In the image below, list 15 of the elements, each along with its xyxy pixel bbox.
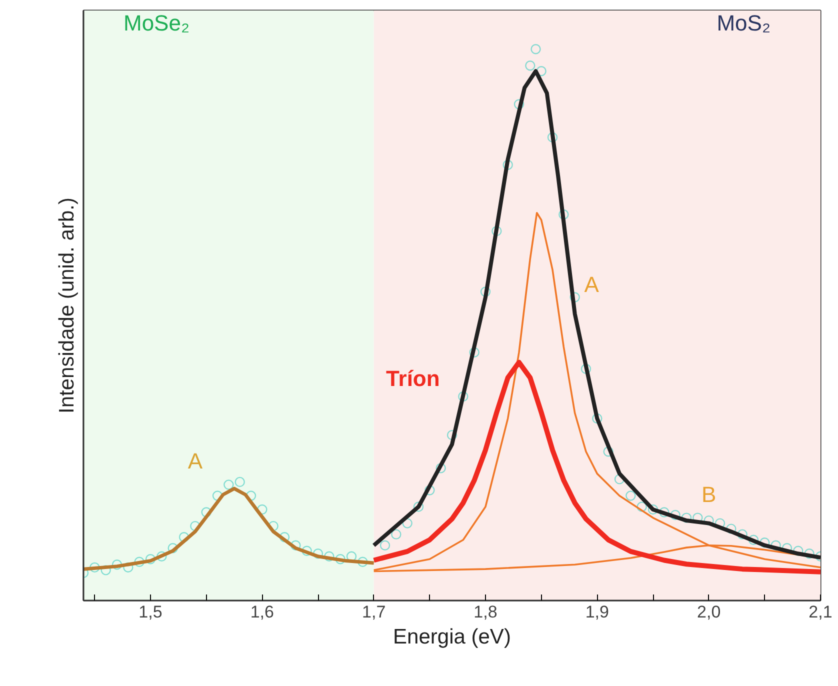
x-tick-label: 1,8 — [474, 602, 498, 622]
band-label: MoS₂ — [716, 10, 771, 36]
annotation: Tríon — [386, 366, 440, 391]
x-tick-label: 1,9 — [585, 602, 609, 622]
annotation: A — [584, 272, 600, 298]
x-tick-label: 2,0 — [697, 602, 721, 622]
x-tick-label: 2,1 — [808, 602, 832, 622]
x-tick-label: 1,5 — [138, 602, 162, 622]
annotation: A — [188, 448, 203, 474]
x-axis-title: Energia (eV) — [393, 626, 511, 648]
x-tick-label: 1,6 — [250, 602, 274, 622]
annotation: B — [701, 482, 716, 507]
x-tick-label: 1,7 — [362, 602, 386, 622]
band-label: MoSe₂ — [124, 10, 190, 36]
y-axis-title: Intensidade (unid. arb.) — [56, 198, 78, 414]
